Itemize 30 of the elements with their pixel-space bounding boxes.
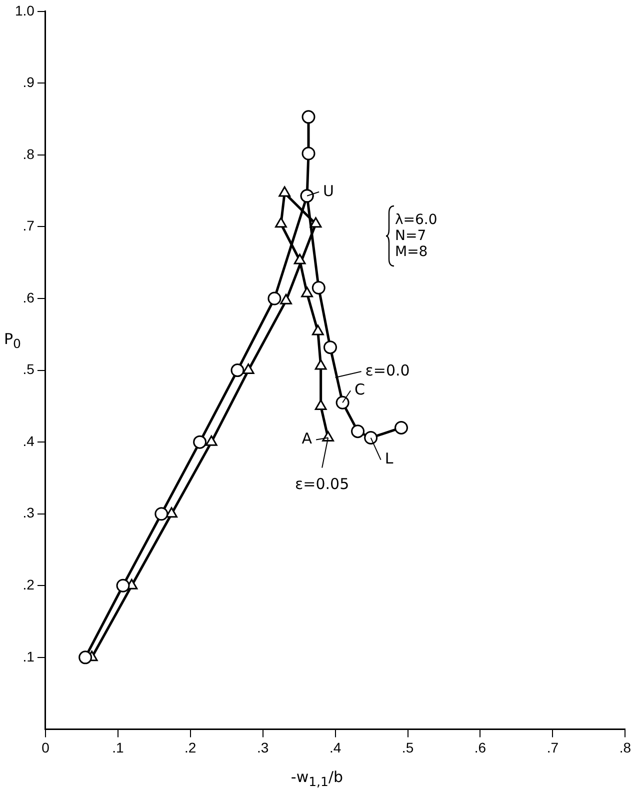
annotation: ε=0.05 bbox=[295, 475, 350, 494]
annotation: C bbox=[354, 380, 366, 398]
y-tick-label: .9 bbox=[22, 74, 35, 90]
y-tick-label: .2 bbox=[22, 576, 35, 592]
x-tick-label: .2 bbox=[184, 739, 196, 756]
annotation: L bbox=[384, 450, 394, 468]
y-tick-label: .4 bbox=[22, 432, 35, 449]
x-tick-label: .5 bbox=[402, 739, 414, 756]
y-tick-label: .6 bbox=[22, 289, 35, 306]
annotation: N=7 bbox=[395, 228, 426, 244]
annotation: λ=6.0 bbox=[395, 212, 438, 228]
y-tick-label: 1.0 bbox=[14, 2, 35, 18]
y-axis-title: P$_{0}$ bbox=[4, 330, 21, 351]
x-axis-title: -w$_{1,1}$/b bbox=[290, 768, 344, 789]
annotation: ε=0.0 bbox=[365, 361, 410, 380]
y-tick-label: .7 bbox=[22, 218, 35, 234]
y-tick-label: .3 bbox=[22, 504, 35, 521]
annotation: M=8 bbox=[395, 244, 428, 260]
x-tick-label: .7 bbox=[546, 739, 559, 756]
y-tick-label: .8 bbox=[22, 146, 35, 162]
x-tick-label: .6 bbox=[474, 739, 486, 756]
y-tick-label: .1 bbox=[22, 648, 35, 664]
annotation: A bbox=[302, 430, 313, 448]
x-tick-label: .1 bbox=[112, 739, 124, 756]
x-tick-label: .4 bbox=[329, 739, 342, 756]
x-tick-label: .8 bbox=[619, 739, 632, 756]
annotation: U bbox=[323, 182, 334, 200]
y-tick-label: .5 bbox=[22, 361, 35, 378]
x-tick-label: 0 bbox=[42, 739, 50, 756]
x-tick-label: .3 bbox=[257, 739, 269, 756]
